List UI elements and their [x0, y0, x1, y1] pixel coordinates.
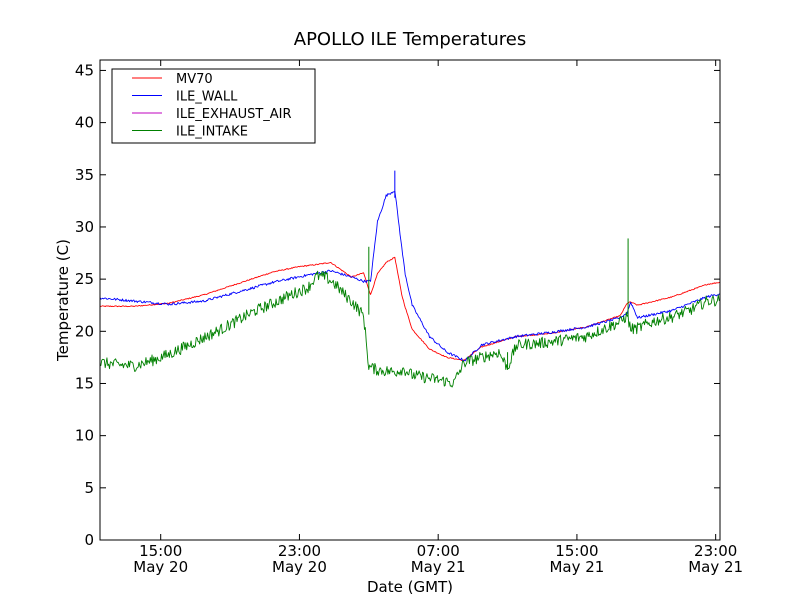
y-tick-label: 45 [75, 61, 94, 79]
plot-frame [99, 59, 721, 541]
legend-label-ile-intake: ILE_INTAKE [176, 125, 248, 140]
y-tick-label: 20 [75, 322, 94, 340]
x-tick-label-time: 23:00 [278, 542, 321, 560]
x-tick-label-date: May 21 [549, 558, 604, 576]
y-axis-label: Temperature (C) [54, 239, 72, 362]
legend-label-ile-wall: ILE_WALL [176, 90, 238, 105]
y-tick-label: 25 [75, 270, 94, 288]
x-tick-label-time: 07:00 [417, 542, 460, 560]
x-tick-label-time: 15:00 [139, 542, 182, 560]
y-tick-label: 10 [75, 427, 94, 445]
legend-label-mv70: MV70 [176, 72, 213, 87]
x-tick-label-time: 23:00 [694, 542, 737, 560]
y-tick-label: 15 [75, 374, 94, 392]
series-line-ile-intake [99, 270, 721, 388]
x-axis-label: Date (GMT) [367, 578, 453, 596]
series-layer [99, 170, 721, 388]
x-tick-label-date: May 21 [688, 558, 743, 576]
y-tick-label: 5 [84, 479, 94, 497]
y-tick-label: 0 [84, 531, 94, 549]
legend-label-ile-exhaust-air: ILE_EXHAUST_AIR [176, 107, 292, 122]
legend: MV70 ILE_WALL ILE_EXHAUST_AIR ILE_INTAKE [111, 68, 316, 144]
series-line-mv70 [99, 256, 721, 361]
y-tick-label: 40 [75, 114, 94, 132]
x-tick-label-date: May 20 [133, 558, 188, 576]
series-line-ile-wall [99, 190, 721, 362]
chart-title: APOLLO ILE Temperatures [294, 29, 526, 50]
x-tick-label-time: 15:00 [555, 542, 598, 560]
y-tick-label: 30 [75, 218, 94, 236]
x-tick-label-date: May 20 [272, 558, 327, 576]
x-tick-label-date: May 21 [411, 558, 466, 576]
y-tick-label: 35 [75, 166, 94, 184]
